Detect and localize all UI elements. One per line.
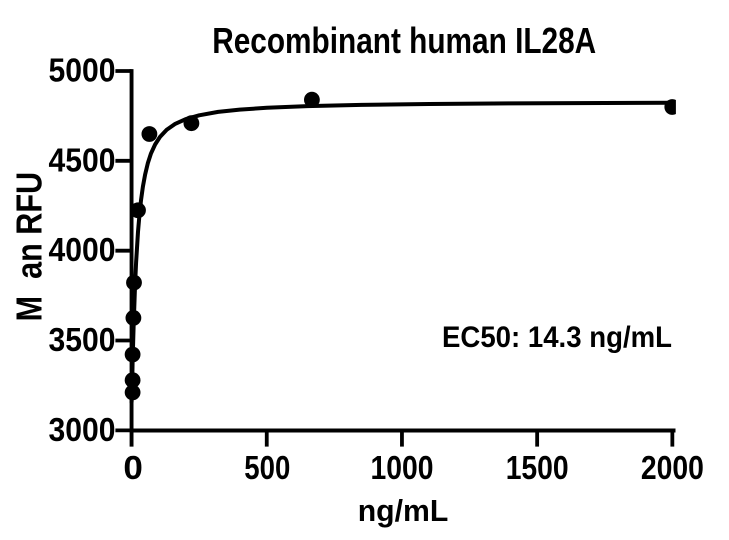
svg-text:2000: 2000 [641,450,704,487]
svg-text:Recombinant human IL28A: Recombinant human IL28A [212,20,596,61]
svg-text:3500: 3500 [49,322,116,359]
svg-text:500: 500 [244,450,290,487]
svg-text:M an RFU: M an RFU [9,172,50,322]
svg-text:EC50: 14.3 ng/mL: EC50: 14.3 ng/mL [442,321,672,354]
svg-text:4000: 4000 [49,232,116,269]
svg-text:1000: 1000 [371,450,434,487]
svg-text:0: 0 [123,450,143,487]
svg-text:5000: 5000 [49,53,116,90]
svg-text:ng/mL: ng/mL [358,493,449,528]
svg-text:3000: 3000 [49,412,116,449]
svg-text:1500: 1500 [506,450,569,487]
svg-text:4500: 4500 [49,142,116,179]
